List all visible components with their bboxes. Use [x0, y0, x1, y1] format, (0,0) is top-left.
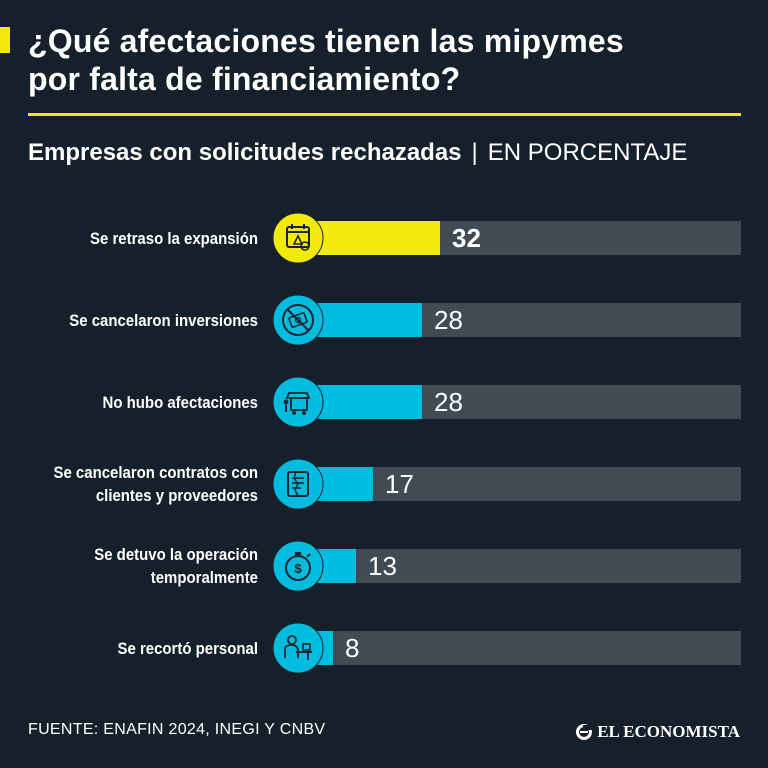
category-label: Se detuvo la operación temporalmente: [38, 536, 258, 596]
bar-row-no-hubo-afectaciones: No hubo afectaciones 28: [0, 372, 768, 432]
category-label-line: clientes y proveedores: [95, 486, 258, 505]
data-label: 8: [345, 633, 360, 663]
bar-track: [298, 549, 741, 583]
bar-row-se-cancelaron-inversiones: Se cancelaron inversiones 28: [0, 290, 768, 350]
brand-mark-icon: [576, 724, 593, 740]
category-label-line: Se retraso la expansión: [90, 228, 258, 248]
chart-subtitle: Empresas con solicitudes rechazadas | EN P…: [28, 138, 687, 168]
contract-icon: [272, 458, 324, 510]
title-accent-bar: [0, 27, 10, 53]
source-note: FUENTE: ENAFIN 2024, INEGI Y CNBV: [28, 721, 326, 738]
category-label: No hubo afectaciones: [38, 372, 258, 432]
data-label: 17: [385, 469, 414, 499]
bar-row-se-detuvo-la-operacion-temporalmente: Se detuvo la operación temporalmente 13 $: [0, 536, 768, 596]
worker-desk-icon: [272, 622, 324, 674]
subtitle-separator: |: [471, 139, 478, 166]
bar-track: [298, 631, 741, 665]
category-label-line: Se recortó personal: [117, 638, 259, 658]
data-label: 28: [434, 305, 463, 335]
category-label: Se recortó personal: [38, 618, 258, 678]
title-divider: [28, 113, 741, 116]
bar-track: [298, 467, 741, 501]
chart-title-line-2: por falta de financiamiento?: [28, 61, 461, 97]
no-money-icon: [272, 294, 324, 346]
category-label-line: temporalmente: [150, 568, 258, 587]
svg-text:$: $: [294, 561, 302, 576]
data-label: 13: [368, 551, 397, 581]
brand-name: EL ECONOMISTA: [597, 722, 740, 741]
bar-track: [298, 385, 741, 419]
bar-row-se-retraso-la-expansion: Se retraso la expansión 32: [0, 208, 768, 268]
bar-row-se-cancelaron-contratos-con-clientes-y-proveedores: Se cancelaron contratos con clientes y pr…: [0, 454, 768, 514]
subtitle-main: Empresas con solicitudes rechazadas: [28, 139, 462, 166]
subtitle-unit: EN PORCENTAJE: [487, 139, 688, 166]
chart-title-line-1: ¿Qué afectaciones tienen las mipymes: [28, 23, 624, 59]
brand-logo: EL ECONOMISTA: [575, 722, 740, 742]
market-stall-icon: [272, 376, 324, 428]
calendar-warning-icon: [272, 212, 324, 264]
category-label: Se retraso la expansión: [38, 208, 258, 268]
bar-track: [298, 303, 741, 337]
category-label-line: Se detuvo la operación: [94, 545, 258, 564]
stopwatch-money-icon: $: [272, 540, 324, 592]
bar-row-se-recorto-personal: Se recortó personal 8: [0, 618, 768, 678]
chart-title: ¿Qué afectaciones tienen las mipymes por…: [28, 22, 748, 98]
category-label-line: Se cancelaron contratos con: [53, 463, 258, 482]
bar-track: [298, 221, 741, 255]
category-label: Se cancelaron contratos con clientes y pr…: [38, 454, 258, 514]
category-label-line: No hubo afectaciones: [102, 392, 259, 412]
data-label: 32: [452, 223, 481, 253]
category-label: Se cancelaron inversiones: [38, 290, 258, 350]
data-label: 28: [434, 387, 463, 417]
category-label-line: Se cancelaron inversiones: [69, 310, 259, 330]
